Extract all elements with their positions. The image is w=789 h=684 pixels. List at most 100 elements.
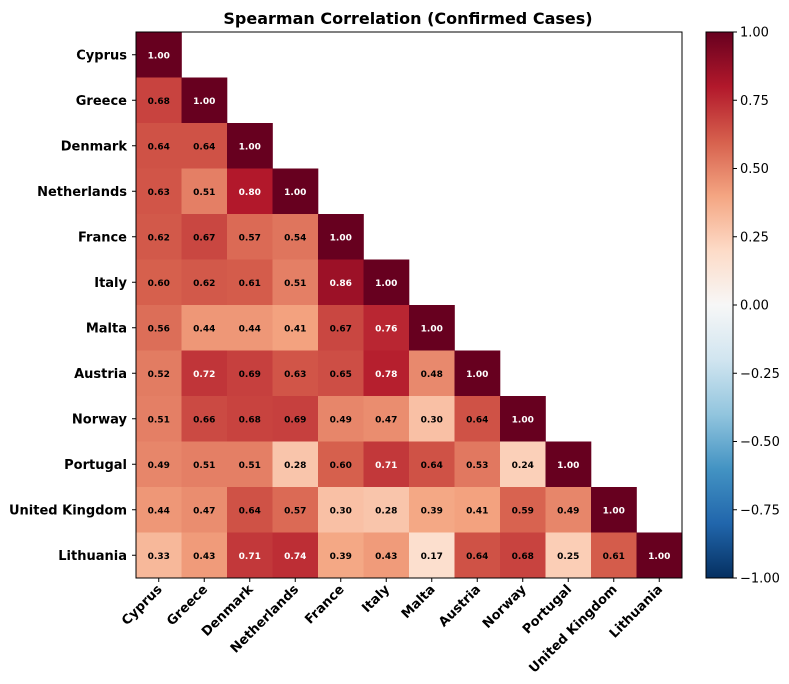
cell-value-label: 0.69: [239, 370, 261, 380]
row-label: Italy: [94, 276, 127, 291]
heatmap-cell: [591, 487, 637, 533]
cell-value-label: 0.53: [466, 461, 488, 471]
cell-value-label: 0.71: [375, 461, 397, 471]
heatmap-cell: [500, 532, 546, 579]
heatmap-cell: [227, 441, 273, 488]
colorbar-tick-label: −0.25: [740, 367, 780, 382]
heatmap-cell: [591, 532, 637, 579]
heatmap-cell: [181, 123, 228, 169]
heatmap-cell: [500, 396, 546, 442]
heatmap-cell: [227, 214, 273, 260]
heatmap-cell: [363, 305, 410, 351]
colorbar-tick-label: −0.50: [740, 435, 780, 450]
heatmap-cell: [363, 487, 410, 533]
cell-value-label: 1.00: [375, 279, 397, 289]
colorbar-tick-label: 0.25: [740, 230, 769, 245]
cell-value-label: 0.72: [193, 370, 215, 380]
cell-value-label: 0.64: [193, 142, 215, 152]
heatmap-cell: [136, 77, 182, 124]
cell-value-label: 0.62: [193, 279, 215, 289]
heatmap-cell: [272, 214, 319, 260]
row-label: Greece: [76, 94, 127, 109]
cell-value-label: 0.63: [148, 188, 170, 198]
heatmap-cell: [181, 487, 228, 533]
heatmap-cell: [272, 305, 319, 351]
heatmap-cell: [181, 305, 228, 351]
cell-value-label: 0.76: [375, 324, 397, 334]
cell-value-label: 0.57: [239, 233, 261, 243]
heatmap-cell: [272, 532, 319, 579]
heatmap-cell: [500, 441, 546, 488]
colorbar-ticks: 1.00 0.75 0.50 0.25 0.00 −0.25 −0.50 −0.75 −1.00: [733, 26, 780, 587]
cell-value-label: 0.39: [421, 506, 443, 516]
heatmap-cell: [272, 168, 319, 215]
cell-value-label: 0.68: [239, 415, 261, 425]
cell-value-label: 1.00: [239, 142, 261, 152]
heatmap-cell: [545, 487, 592, 533]
cell-value-label: 0.43: [193, 552, 215, 562]
cell-value-label: 0.57: [284, 506, 306, 516]
cell-value-label: 0.64: [421, 461, 443, 471]
cell-value-label: 0.64: [239, 506, 261, 516]
cell-value-label: 0.71: [239, 552, 261, 562]
cell-value-label: 0.47: [375, 415, 397, 425]
cell-value-label: 0.52: [148, 370, 170, 380]
cell-value-label: 0.64: [466, 552, 488, 562]
cell-value-label: 1.00: [421, 324, 443, 334]
heatmap-cell: [136, 305, 182, 351]
heatmap-cell: [363, 532, 410, 579]
heatmap-cell: [409, 396, 455, 442]
cell-value-label: 1.00: [193, 97, 215, 107]
heatmap-cell: [318, 487, 364, 533]
heatmap-cell: [409, 441, 455, 488]
cell-value-label: 1.00: [648, 552, 670, 562]
cell-value-label: 1.00: [512, 415, 534, 425]
heatmap-cells: 1.00 0.68 1.00 0.64 0.64 1.00 0.63 0.51 0.80 1.00…: [136, 32, 683, 579]
row-label: Denmark: [61, 139, 128, 154]
cell-value-label: 0.51: [239, 461, 261, 471]
cell-value-label: 0.39: [330, 552, 352, 562]
row-labels: Cyprus Greece Denmark Netherlands France Ital…: [9, 48, 136, 564]
heatmap-cell: [409, 532, 455, 579]
heatmap-cell: [181, 77, 228, 124]
heatmap-cell: [227, 123, 273, 169]
cell-value-label: 0.66: [193, 415, 215, 425]
row-label: France: [78, 230, 127, 245]
heatmap-cell: [227, 350, 273, 397]
heatmap-cell: [636, 532, 683, 579]
row-label: Lithuania: [58, 549, 127, 564]
cell-value-label: 0.44: [148, 506, 170, 516]
cell-value-label: 0.65: [330, 370, 352, 380]
colorbar-tick-label: 0.50: [740, 162, 769, 177]
cell-value-label: 0.47: [193, 506, 215, 516]
heatmap-cell: [363, 350, 410, 397]
cell-value-label: 0.69: [284, 415, 306, 425]
cell-value-label: 0.59: [512, 506, 534, 516]
cell-value-label: 0.48: [421, 370, 443, 380]
cell-value-label: 1.00: [603, 506, 625, 516]
cell-value-label: 0.62: [148, 233, 170, 243]
heatmap-cell: [545, 441, 592, 488]
heatmap-cell: [272, 350, 319, 397]
heatmap-cell: [136, 441, 182, 488]
cell-value-label: 0.51: [193, 188, 215, 198]
heatmap-cell: [409, 350, 455, 397]
heatmap-cell: [181, 350, 228, 397]
column-label: France: [302, 582, 347, 627]
cell-value-label: 0.67: [193, 233, 215, 243]
row-label: Malta: [86, 321, 127, 336]
heatmap-cell: [136, 532, 182, 579]
heatmap-cell: [318, 396, 364, 442]
cell-value-label: 1.00: [330, 233, 352, 243]
heatmap-cell: [454, 487, 501, 533]
cell-value-label: 0.61: [603, 552, 625, 562]
heatmap-cell: [136, 168, 182, 215]
row-label: Portugal: [64, 458, 127, 473]
heatmap-cell: [227, 168, 273, 215]
cell-value-label: 0.25: [557, 552, 579, 562]
cell-value-label: 0.51: [148, 415, 170, 425]
heatmap-cell: [272, 441, 319, 488]
cell-value-label: 0.80: [239, 188, 261, 198]
heatmap-cell: [181, 532, 228, 579]
